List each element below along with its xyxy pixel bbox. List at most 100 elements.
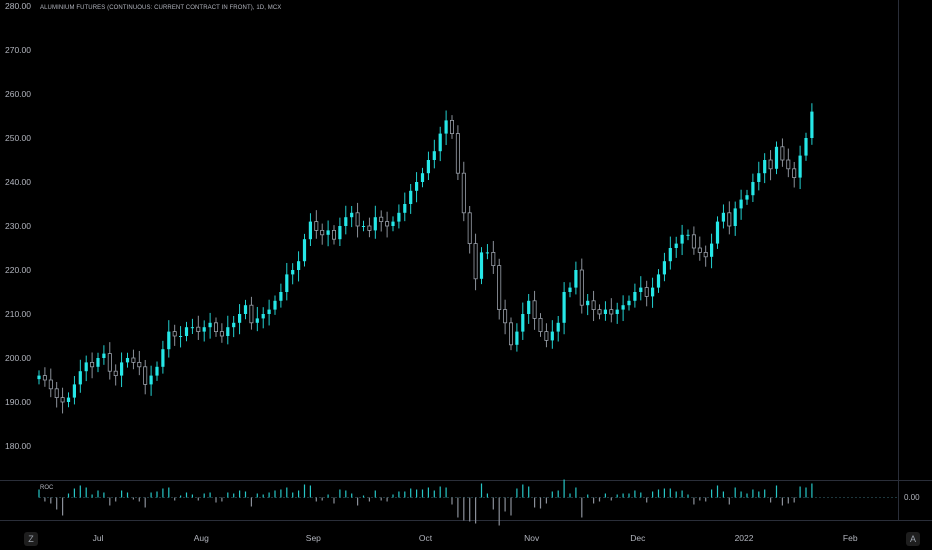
candle xyxy=(415,172,419,203)
roc-bar xyxy=(180,495,182,498)
candle xyxy=(391,216,395,232)
roc-bar xyxy=(758,491,760,498)
candle-body xyxy=(202,327,206,332)
candle xyxy=(72,376,76,405)
candle xyxy=(232,315,236,338)
roc-bar xyxy=(162,488,164,498)
candle-body xyxy=(680,234,684,244)
roc-bar xyxy=(545,497,547,504)
candle-body xyxy=(344,217,348,226)
roc-bar xyxy=(150,492,152,498)
candle-body xyxy=(60,397,65,403)
candle xyxy=(279,283,283,308)
roc-bar xyxy=(439,486,441,498)
candle xyxy=(255,306,259,332)
roc-bar xyxy=(716,485,719,498)
candle xyxy=(751,173,755,203)
candle-body xyxy=(727,212,732,227)
roc-bar xyxy=(286,487,288,498)
candle-body xyxy=(668,248,672,262)
candle-body xyxy=(508,322,513,346)
candle-body xyxy=(609,309,614,315)
candle-body xyxy=(591,300,596,310)
candle xyxy=(331,225,336,245)
candle xyxy=(361,220,366,232)
candle-body xyxy=(84,362,88,372)
candle xyxy=(379,210,384,232)
candle-body xyxy=(125,358,130,363)
candle-body xyxy=(409,190,413,204)
roc-bar xyxy=(469,497,471,522)
candle xyxy=(314,210,319,239)
roc-bar xyxy=(292,492,294,498)
candle-body xyxy=(733,208,737,226)
candle xyxy=(710,233,714,269)
candle-body xyxy=(485,252,489,254)
candle-body xyxy=(633,292,637,301)
roc-bar xyxy=(103,492,105,498)
candle-body xyxy=(751,182,755,196)
candle xyxy=(131,349,136,370)
roc-bar xyxy=(427,487,429,498)
candle-body xyxy=(538,317,543,332)
candle-body xyxy=(149,375,153,385)
candle-body xyxy=(48,379,53,390)
auto-scale-button[interactable]: A xyxy=(906,532,920,546)
candle-body xyxy=(515,331,519,345)
zoom-button[interactable]: Z xyxy=(24,532,38,546)
candle-body xyxy=(161,349,165,367)
roc-bar xyxy=(652,491,654,498)
y-tick-label: 270.00 xyxy=(5,45,31,55)
roc-bar xyxy=(309,485,311,498)
roc-bar xyxy=(740,491,742,498)
candle xyxy=(302,233,307,267)
candle-body xyxy=(391,221,395,226)
candle xyxy=(367,217,372,238)
candle xyxy=(37,370,41,385)
candle-body xyxy=(579,269,584,306)
y-tick-label: 190.00 xyxy=(5,397,31,407)
roc-bar xyxy=(445,487,447,498)
candle xyxy=(261,307,265,329)
roc-bar xyxy=(221,497,223,502)
candle xyxy=(597,304,602,320)
candle-body xyxy=(143,366,148,385)
candle-body xyxy=(721,212,725,222)
candle-body xyxy=(550,331,554,341)
roc-bar xyxy=(616,494,618,498)
roc-bar xyxy=(805,487,807,498)
candle xyxy=(556,315,560,342)
candle-body xyxy=(232,322,236,328)
roc-bar xyxy=(433,490,435,498)
candle xyxy=(420,167,425,188)
candle xyxy=(42,367,47,387)
x-tick-label: Nov xyxy=(524,533,540,543)
roc-bar xyxy=(457,497,459,518)
candle-body xyxy=(473,243,478,280)
candle-body xyxy=(420,173,425,182)
x-tick-label: Sep xyxy=(306,533,321,543)
y-tick-label: 200.00 xyxy=(5,353,31,363)
candle-body xyxy=(586,300,590,306)
roc-bar xyxy=(115,497,117,502)
candle-body xyxy=(568,287,572,292)
roc-bar xyxy=(598,497,601,502)
candle xyxy=(568,282,572,298)
roc-bar xyxy=(669,488,671,498)
candle xyxy=(273,295,277,315)
candle xyxy=(503,299,508,335)
symbol-title: ALUMINIUM FUTURES (CONTINUOUS: CURRENT C… xyxy=(40,5,282,11)
roc-bar xyxy=(581,497,583,518)
candle xyxy=(515,323,519,352)
candle xyxy=(179,326,183,348)
candle-body xyxy=(686,234,690,236)
y-tick-label: 230.00 xyxy=(5,221,31,231)
candle-body xyxy=(768,159,773,170)
candle-body xyxy=(426,160,430,174)
y-tick-label: 180.00 xyxy=(5,441,31,451)
roc-bar xyxy=(557,490,559,498)
candle-body xyxy=(179,336,183,337)
candle xyxy=(444,110,448,146)
candle xyxy=(355,202,360,238)
